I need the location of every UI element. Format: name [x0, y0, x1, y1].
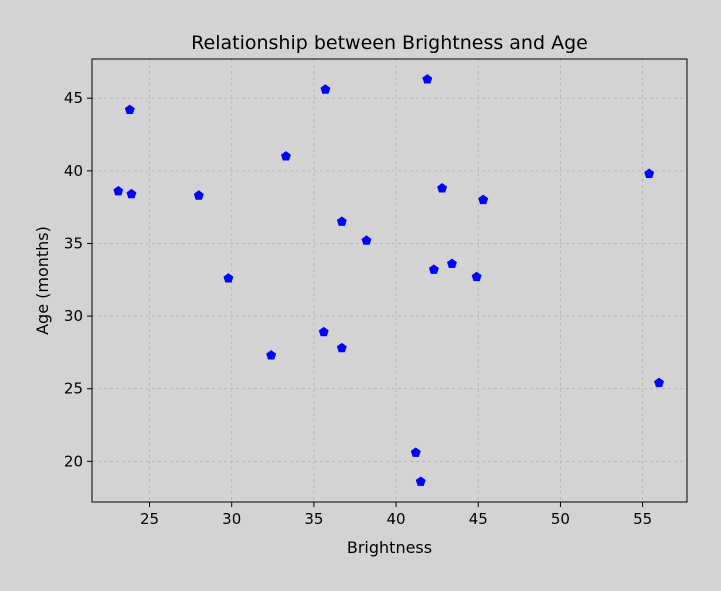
x-tick-label: 45: [469, 510, 488, 528]
x-tick-label: 50: [551, 510, 570, 528]
data-point: [478, 194, 489, 205]
data-point: [654, 377, 665, 388]
x-tick-label: 25: [140, 510, 159, 528]
data-point: [126, 188, 137, 199]
data-points: [113, 74, 665, 486]
data-point: [422, 74, 433, 84]
data-point: [318, 326, 329, 337]
x-tick-label: 30: [222, 510, 241, 528]
plot-frame: [91, 58, 688, 503]
y-tick-label: 25: [64, 380, 83, 398]
data-point: [223, 273, 234, 283]
x-tick-label: 40: [387, 510, 406, 528]
y-tick-label: 45: [64, 89, 83, 107]
y-tick-label: 20: [64, 452, 83, 470]
y-axis-ticks: 20 25 30 35 40 45: [64, 89, 92, 470]
x-axis-ticks: 25 30 35 40 45 50 55: [140, 502, 652, 528]
data-point: [437, 183, 448, 193]
data-point: [113, 185, 124, 196]
y-tick-label: 35: [64, 234, 83, 252]
y-axis-label: Age (months): [33, 226, 52, 335]
x-tick-label: 55: [633, 510, 652, 528]
data-point: [471, 271, 482, 282]
data-point: [266, 350, 277, 360]
data-point: [446, 258, 457, 269]
data-point: [320, 84, 331, 94]
data-point: [336, 342, 347, 353]
y-tick-label: 30: [64, 307, 83, 325]
grid-lines: [92, 59, 687, 502]
data-point: [361, 235, 372, 245]
data-point: [124, 104, 135, 115]
data-point: [193, 190, 204, 200]
plot-area: [92, 59, 687, 502]
y-tick-label: 40: [64, 162, 83, 180]
chart-title: Relationship between Brightness and Age: [191, 32, 588, 54]
data-point: [336, 216, 347, 226]
data-point: [280, 151, 291, 161]
x-axis-label: Brightness: [347, 538, 432, 557]
data-point: [410, 447, 421, 457]
x-tick-label: 35: [304, 510, 323, 528]
data-point: [644, 168, 655, 178]
data-point: [428, 264, 439, 274]
data-point: [415, 476, 426, 486]
